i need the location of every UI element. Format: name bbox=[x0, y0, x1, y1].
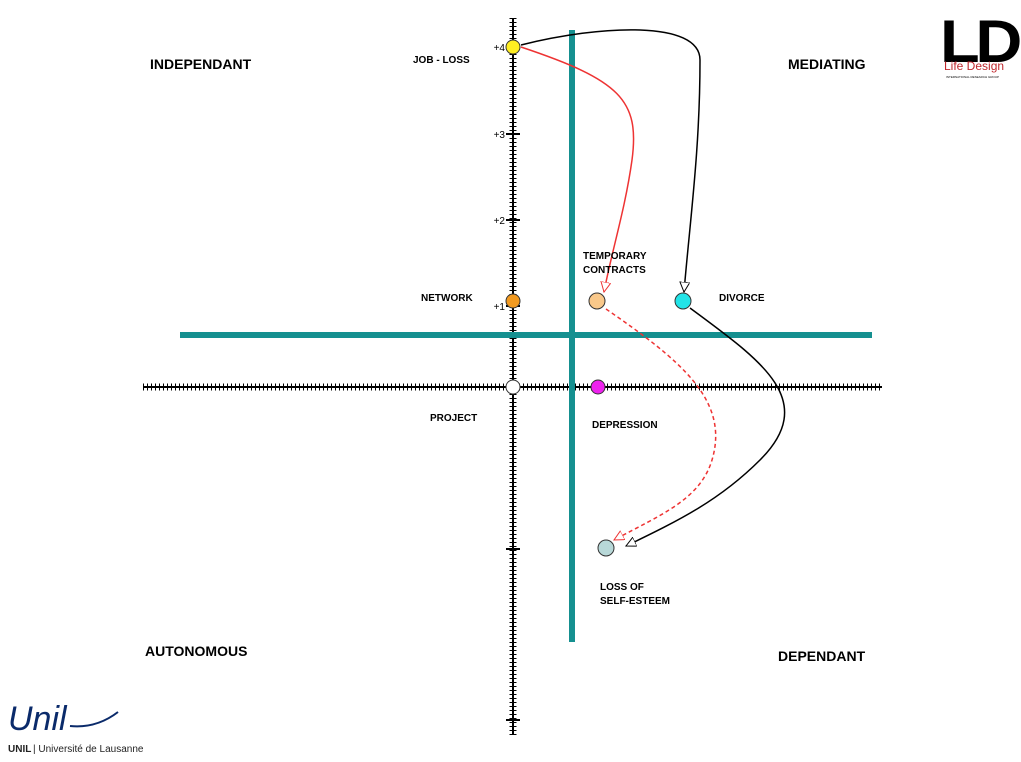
arrow bbox=[520, 46, 635, 292]
node-label: SELF-ESTEEM bbox=[600, 596, 670, 607]
node bbox=[505, 39, 521, 55]
logo-mark: LD bbox=[940, 8, 1020, 75]
tick-label: +4 bbox=[494, 43, 506, 54]
quadrant-label: DEPENDANT bbox=[778, 648, 866, 664]
quadrant-labels: INDEPENDANT MEDIATING AUTONOMOUS DEPENDA… bbox=[145, 56, 866, 664]
quadrant-label: MEDIATING bbox=[788, 56, 866, 72]
arrow bbox=[626, 307, 786, 546]
arrow bbox=[605, 308, 717, 541]
node-label: NETWORK bbox=[421, 293, 473, 304]
nodes bbox=[505, 39, 692, 557]
tick-label: +1 bbox=[494, 302, 506, 313]
logo-ld: LD Life Design INTERNATIONAL RESEARCH GR… bbox=[940, 8, 1021, 79]
node bbox=[505, 293, 521, 309]
node bbox=[590, 379, 606, 395]
node bbox=[674, 292, 692, 310]
quadrant-label: AUTONOMOUS bbox=[145, 643, 247, 659]
node bbox=[588, 292, 606, 310]
node-label: CONTRACTS bbox=[583, 265, 646, 276]
node-label: DEPRESSION bbox=[592, 420, 658, 431]
teal-lines bbox=[180, 30, 872, 642]
node-label: LOSS OF bbox=[600, 582, 644, 593]
logo-name: UNIL bbox=[8, 744, 31, 755]
node-label: PROJECT bbox=[430, 413, 477, 424]
quadrant-label: INDEPENDANT bbox=[150, 56, 252, 72]
logo-tagline: INTERNATIONAL RESEARCH GROUP bbox=[946, 75, 999, 79]
tick-label: +2 bbox=[494, 216, 506, 227]
logo-mark: Unil bbox=[8, 700, 68, 738]
node bbox=[597, 539, 615, 557]
node-label: JOB - LOSS bbox=[413, 55, 470, 66]
node-label: TEMPORARY bbox=[583, 251, 647, 262]
node-label: DIVORCE bbox=[719, 293, 765, 304]
node-labels: JOB - LOSS NETWORK PROJECT TEMPORARY CON… bbox=[413, 55, 765, 607]
logo-name: | Université de Lausanne bbox=[33, 744, 144, 755]
arrows bbox=[520, 29, 786, 546]
logo-unil: Unil UNIL | Université de Lausanne bbox=[8, 700, 144, 755]
tick-label: +3 bbox=[494, 130, 506, 141]
node bbox=[505, 379, 521, 395]
arrow bbox=[520, 29, 701, 292]
axis-ticks: +4 +3 +2 +1 bbox=[494, 43, 506, 313]
logo-name: Life Design bbox=[944, 59, 1004, 73]
